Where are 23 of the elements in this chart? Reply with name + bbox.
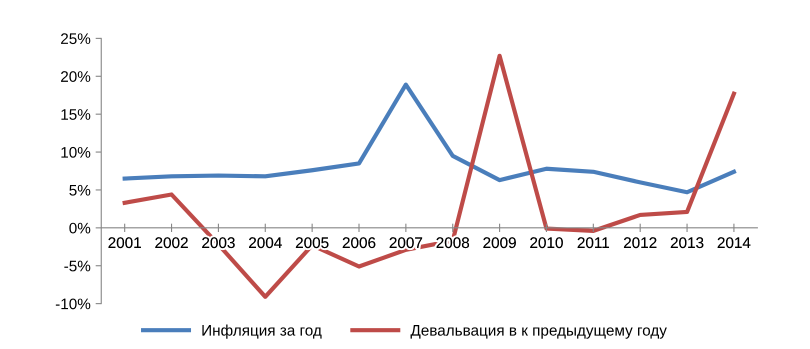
line-series [122, 82, 736, 194]
y-tick-label: -5% [64, 260, 90, 272]
x-tick-label: 2007 [390, 237, 422, 248]
x-tick-label: 2004 [249, 237, 282, 248]
y-tick-label: 10% [61, 146, 90, 158]
x-tick-label: 2005 [296, 237, 328, 248]
x-tick-label: 2014 [718, 237, 750, 248]
x-tick-label: 2013 [670, 237, 704, 248]
x-tick-label: 2009 [483, 237, 516, 248]
x-tick-label: 2011 [578, 237, 610, 248]
y-tick-label: -10% [56, 298, 90, 310]
x-tick-label: 2002 [155, 237, 188, 248]
x-tick-label: 2010 [530, 237, 563, 248]
y-tick-label: 25% [61, 33, 90, 44]
x-tick-label: 2001 [108, 237, 141, 248]
x-tick-label: 2012 [624, 237, 656, 248]
legend-label: Девальвация в к предыдущему году [410, 325, 667, 339]
x-tick-label: 2006 [342, 237, 376, 248]
y-tick-label: 5% [69, 184, 90, 196]
y-tick-label: 0% [69, 222, 90, 234]
legend-label: Инфляция за год [202, 324, 322, 339]
y-tick-label: 15% [61, 109, 90, 120]
y-tick-label: 20% [61, 71, 90, 82]
